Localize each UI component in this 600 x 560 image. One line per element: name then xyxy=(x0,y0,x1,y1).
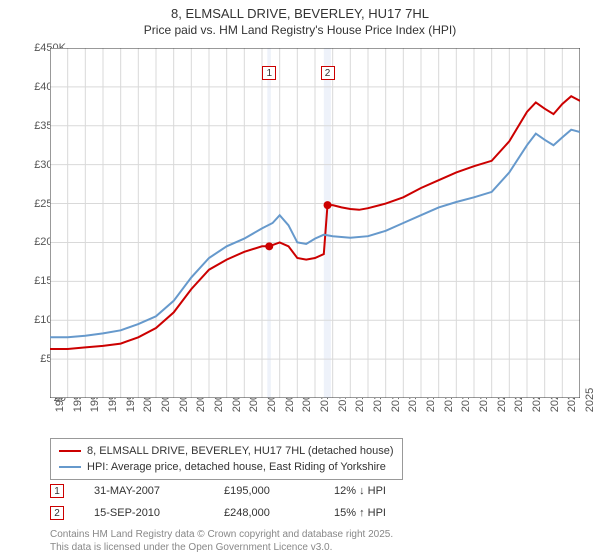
attribution: Contains HM Land Registry data © Crown c… xyxy=(50,528,393,554)
attribution-line1: Contains HM Land Registry data © Crown c… xyxy=(50,528,393,541)
sale-marker-2 xyxy=(324,201,332,209)
title-block: 8, ELMSALL DRIVE, BEVERLEY, HU17 7HL Pri… xyxy=(0,0,600,39)
legend: 8, ELMSALL DRIVE, BEVERLEY, HU17 7HL (de… xyxy=(50,438,403,480)
sale-date: 15-SEP-2010 xyxy=(94,507,194,519)
attribution-line2: This data is licensed under the Open Gov… xyxy=(50,541,393,554)
sales-row: 1 31-MAY-2007 £195,000 12% ↓ HPI xyxy=(50,480,434,502)
legend-row: HPI: Average price, detached house, East… xyxy=(59,459,394,475)
legend-label: HPI: Average price, detached house, East… xyxy=(87,461,386,473)
sale-price: £248,000 xyxy=(224,507,304,519)
chart-area xyxy=(50,48,580,398)
chart-svg xyxy=(50,48,580,398)
legend-swatch xyxy=(59,466,81,468)
sales-table: 1 31-MAY-2007 £195,000 12% ↓ HPI 2 15-SEP-201… xyxy=(50,480,434,524)
sales-row: 2 15-SEP-2010 £248,000 15% ↑ HPI xyxy=(50,502,434,524)
sale-price: £195,000 xyxy=(224,485,304,497)
x-tick-label: 2025 xyxy=(584,388,596,412)
sale-marker-1 xyxy=(265,242,273,250)
legend-swatch xyxy=(59,450,81,452)
sale-event-badge-2: 2 xyxy=(321,66,335,80)
title-line2: Price paid vs. HM Land Registry's House … xyxy=(0,23,600,37)
legend-row: 8, ELMSALL DRIVE, BEVERLEY, HU17 7HL (de… xyxy=(59,443,394,459)
sale-diff: 15% ↑ HPI xyxy=(334,507,434,519)
legend-label: 8, ELMSALL DRIVE, BEVERLEY, HU17 7HL (de… xyxy=(87,445,394,457)
sale-diff: 12% ↓ HPI xyxy=(334,485,434,497)
sale-event-badge-1: 1 xyxy=(262,66,276,80)
sale-date: 31-MAY-2007 xyxy=(94,485,194,497)
title-line1: 8, ELMSALL DRIVE, BEVERLEY, HU17 7HL xyxy=(0,6,600,21)
sale-badge: 2 xyxy=(50,506,64,520)
figure-root: 8, ELMSALL DRIVE, BEVERLEY, HU17 7HL Pri… xyxy=(0,0,600,560)
sale-badge: 1 xyxy=(50,484,64,498)
